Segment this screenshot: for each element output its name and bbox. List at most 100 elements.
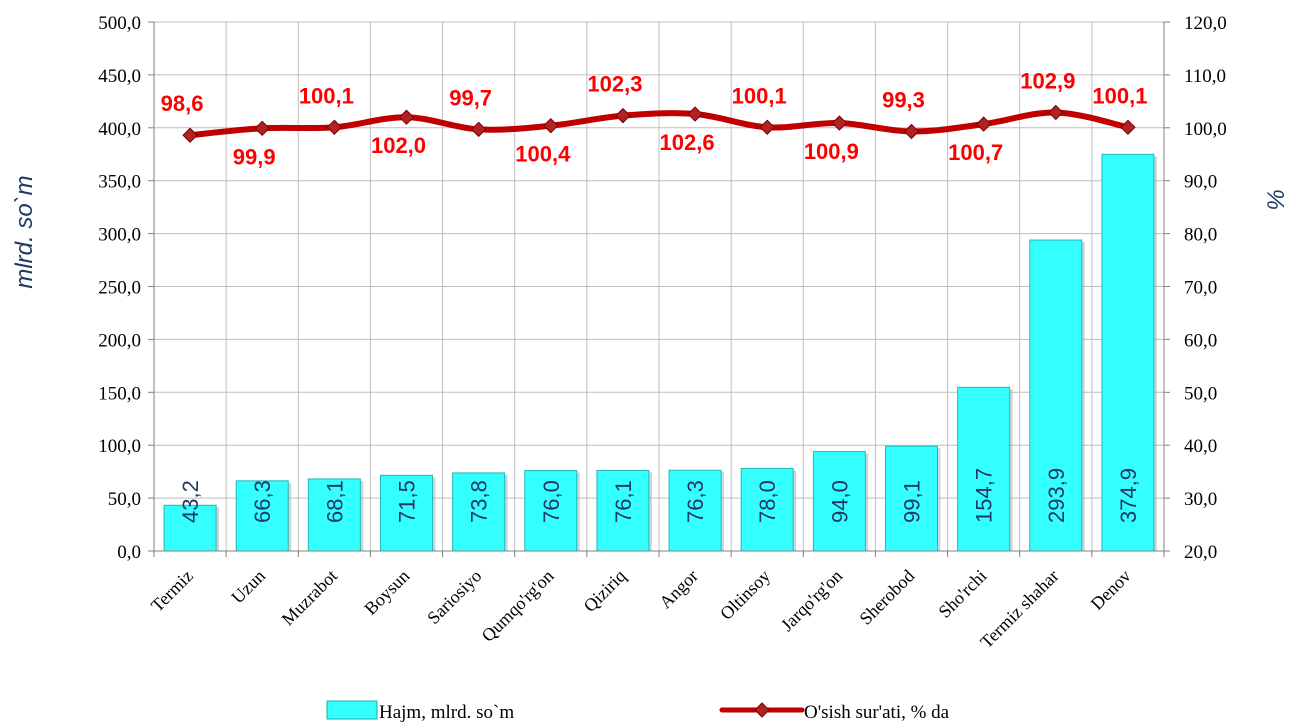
y-tick-label-right: 20,0 xyxy=(1184,542,1217,563)
line-marker xyxy=(975,116,992,132)
y-tick-label-left: 350,0 xyxy=(98,172,141,193)
x-tick-label: Oltinsoy xyxy=(716,566,774,624)
line-value-label: 100,1 xyxy=(1092,83,1147,108)
bar-value-label: 76,3 xyxy=(683,480,708,523)
y-tick-label-right: 80,0 xyxy=(1184,225,1217,246)
bar-value-label: 99,1 xyxy=(900,480,925,523)
y-tick-label-left: 100,0 xyxy=(98,436,141,457)
y-tick-label-left: 300,0 xyxy=(98,225,141,246)
y-axis-title-left: mlrd. so`m xyxy=(11,175,38,288)
bar-value-label: 94,0 xyxy=(827,480,852,523)
legend-bar-swatch xyxy=(326,700,378,720)
bar-value-label: 68,1 xyxy=(322,480,347,523)
y-tick-label-right: 100,0 xyxy=(1184,119,1227,140)
line-value-label: 102,9 xyxy=(1020,68,1075,93)
legend-line-marker xyxy=(754,702,770,718)
bar-value-label: 154,7 xyxy=(972,468,997,523)
line-marker xyxy=(182,127,198,143)
line-value-label: 100,4 xyxy=(515,142,571,167)
line-marker xyxy=(470,121,487,138)
bar xyxy=(163,504,217,552)
x-tick-label: Jarqo'rg'on xyxy=(777,566,846,635)
y-tick-label-right: 40,0 xyxy=(1184,436,1217,457)
bar-value-label: 43,2 xyxy=(178,480,203,523)
data-labels: 43,2 66,3 68,1 71,5 73,8 76,0 76,1 76,3 78,0 94,0… xyxy=(161,68,1148,523)
y-tick-label-left: 0,0 xyxy=(117,542,141,563)
y-tick-label-left: 450,0 xyxy=(98,66,141,87)
bar-value-label: 293,9 xyxy=(1044,468,1069,523)
x-tick-label: Sariosiyo xyxy=(423,566,485,628)
line-marker xyxy=(1120,119,1136,135)
line-value-label: 98,6 xyxy=(161,91,204,116)
x-tick-label: Qumqo'rg'on xyxy=(478,566,558,646)
bar-value-label: 76,0 xyxy=(539,480,564,523)
line-marker xyxy=(543,117,559,134)
line-value-label: 102,6 xyxy=(660,130,715,155)
y-tick-label-left: 400,0 xyxy=(98,119,141,140)
y-tick-label-right: 30,0 xyxy=(1184,489,1217,510)
bar xyxy=(957,386,1011,552)
y-tick-label-left: 200,0 xyxy=(98,330,141,351)
y-tick-label-right: 120,0 xyxy=(1184,13,1227,34)
x-tick-label: Denov xyxy=(1087,566,1135,614)
bar-value-label: 66,3 xyxy=(250,480,275,523)
y-axis-title-right: % xyxy=(1263,189,1290,210)
legend-bar-label: Hajm, mlrd. so`m xyxy=(379,702,514,723)
line-series xyxy=(182,104,1136,143)
y-tick-label-left: 150,0 xyxy=(98,383,141,404)
bar-value-label: 78,0 xyxy=(755,480,780,523)
x-tick-label: Boysun xyxy=(360,566,413,619)
y-tick-label-right: 110,0 xyxy=(1184,66,1226,87)
line-value-label: 100,1 xyxy=(299,83,354,108)
line-marker xyxy=(759,119,775,135)
y-tick-label-left: 500,0 xyxy=(98,13,141,34)
bar xyxy=(812,451,866,552)
bar xyxy=(885,445,938,552)
line-value-label: 100,7 xyxy=(948,140,1003,165)
y-tick-label-left: 250,0 xyxy=(98,278,141,299)
x-tick-label: Qiziriq xyxy=(580,566,630,616)
line-marker xyxy=(903,123,920,140)
line-value-label: 99,3 xyxy=(882,88,925,113)
x-tick-label: Uzun xyxy=(227,566,269,608)
line-value-label: 100,9 xyxy=(804,139,859,164)
bar xyxy=(380,474,433,552)
bar-value-label: 71,5 xyxy=(395,480,420,523)
line-marker xyxy=(326,119,343,135)
line-marker xyxy=(615,107,631,124)
bar-value-label: 374,9 xyxy=(1116,468,1141,523)
x-tick-label: Muzrabot xyxy=(278,566,342,630)
x-tick-label: Sherobod xyxy=(855,566,918,629)
y-tick-label-right: 70,0 xyxy=(1184,278,1217,299)
x-tick-label: Angor xyxy=(655,566,702,613)
bar xyxy=(452,472,506,552)
line-value-label: 102,0 xyxy=(371,133,426,158)
x-tick-label: Termiz xyxy=(147,566,197,616)
line-value-label: 102,3 xyxy=(587,72,642,97)
bar-value-label: 73,8 xyxy=(467,480,492,523)
line-marker xyxy=(254,120,270,137)
bar xyxy=(740,467,794,552)
line-value-label: 99,9 xyxy=(233,144,276,169)
bar xyxy=(1029,239,1083,552)
y-tick-label-right: 60,0 xyxy=(1184,330,1217,351)
bar xyxy=(524,470,578,552)
bar-value-label: 76,1 xyxy=(611,480,636,523)
bar xyxy=(1101,153,1155,552)
bar xyxy=(596,469,650,552)
y-tick-label-right: 90,0 xyxy=(1184,172,1217,193)
line-value-label: 100,1 xyxy=(732,83,787,108)
x-tick-label: Sho'rchi xyxy=(934,566,990,622)
line-marker xyxy=(831,115,848,131)
line-marker xyxy=(398,109,415,125)
line-value-label: 99,7 xyxy=(449,85,492,110)
legend-line-label: O'sish sur'ati, % da xyxy=(804,702,950,723)
bar xyxy=(235,480,289,552)
legend: Hajm, mlrd. so`m O'sish sur'ati, % da xyxy=(326,700,950,723)
bar-series xyxy=(163,153,1157,552)
y-tick-label-left: 50,0 xyxy=(108,489,141,510)
line-marker xyxy=(687,106,703,122)
y-tick-label-right: 50,0 xyxy=(1184,383,1217,404)
line-marker xyxy=(1048,104,1064,121)
